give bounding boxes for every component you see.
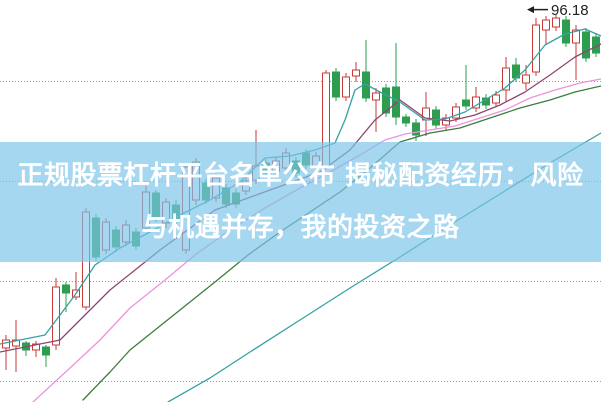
candle-bull — [2, 339, 10, 349]
candle-bear — [402, 116, 410, 124]
candle-bear — [582, 31, 590, 59]
candle-bear — [382, 87, 390, 114]
price-arrow-icon — [527, 6, 534, 14]
candle-bull — [522, 74, 530, 84]
candle-bull — [12, 339, 20, 347]
price-annotation-label: 96.18 — [551, 2, 589, 19]
candle-bear — [42, 346, 50, 356]
candle-bull — [452, 106, 460, 119]
candle-bear — [462, 99, 470, 107]
candle-bull — [472, 96, 480, 109]
candle-bear — [412, 122, 420, 136]
candle-bear — [562, 19, 570, 44]
candle-bear — [332, 71, 340, 98]
candle-bull — [352, 69, 360, 77]
candle-bear — [432, 109, 440, 126]
candle-bull — [492, 94, 500, 104]
candle-bull — [372, 92, 380, 101]
headline-line-1: 正规股票杠杆平台名单公布 揭秘配资经历：风险 — [17, 161, 584, 191]
candle-bull — [502, 67, 510, 91]
candle-bear — [62, 284, 70, 294]
headline-banner: 正规股票杠杆平台名单公布 揭秘配资经历：风险 与机遇并存，我的投资之路 — [0, 142, 601, 262]
candle-bull — [532, 24, 540, 73]
candle-bull — [542, 19, 550, 31]
candle-bull — [572, 29, 580, 44]
candle-bull — [32, 343, 40, 351]
headline-line-2: 与机遇并存，我的投资之路 — [141, 213, 460, 243]
candle-bull — [342, 76, 350, 98]
candle-bull — [552, 17, 560, 28]
